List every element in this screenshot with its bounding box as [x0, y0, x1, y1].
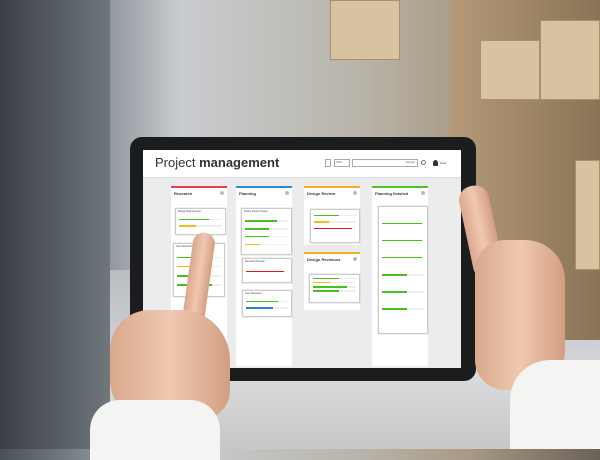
card-title: Design Requirement: [178, 210, 201, 213]
settings-icon[interactable]: [421, 191, 425, 195]
column-title: Planning finished: [372, 188, 428, 199]
progress-fill: [382, 308, 408, 310]
settings-icon[interactable]: [353, 191, 357, 195]
task-card[interactable]: User Research: [242, 290, 292, 317]
progress-fill: [382, 291, 408, 293]
task-card[interactable]: [310, 209, 360, 243]
cardboard-box: [330, 0, 400, 60]
column-color-bar: [304, 186, 360, 188]
user-label: User: [440, 161, 447, 165]
progress-bar: [382, 222, 424, 225]
progress-bar: [179, 218, 222, 221]
column-title: Design Review: [304, 188, 360, 199]
card-title: User Research: [245, 292, 262, 295]
progress-bar: [313, 277, 356, 280]
progress-bar: [246, 307, 288, 309]
progress-fill: [314, 227, 352, 230]
card-title: Research Review: [245, 260, 265, 263]
settings-icon[interactable]: [220, 191, 224, 195]
progress-fill: [313, 281, 331, 284]
column-title: Design Revisions: [304, 254, 360, 265]
progress-fill: [313, 285, 348, 288]
progress-fill: [314, 221, 329, 223]
view-toggle-button[interactable]: [325, 159, 331, 167]
progress-bar: [245, 227, 288, 230]
progress-fill: [245, 235, 269, 238]
progress-bar: [382, 256, 424, 259]
progress-fill: [313, 277, 339, 280]
progress-bar: [382, 239, 424, 242]
cardboard-box: [575, 160, 600, 270]
column-color-bar: [372, 186, 428, 188]
progress-fill: [245, 243, 261, 246]
filter-button[interactable]: Filter: [334, 159, 350, 167]
left-sleeve: [90, 400, 220, 460]
progress-bar: [382, 291, 424, 293]
column-color-bar: [304, 252, 360, 254]
column-color-bar: [236, 186, 292, 188]
card-title: Define Project Scope: [244, 210, 268, 213]
search-icon[interactable]: [421, 160, 426, 165]
progress-fill: [246, 270, 284, 273]
progress-fill: [179, 218, 210, 221]
progress-fill: [179, 225, 197, 227]
progress-bar: [313, 290, 356, 292]
task-card[interactable]: [378, 206, 428, 334]
column-title: Planning: [236, 188, 292, 199]
progress-fill: [245, 227, 269, 230]
task-card[interactable]: Research Review: [242, 258, 292, 283]
card-title: User Research: [176, 245, 193, 248]
progress-bar: [314, 227, 356, 230]
progress-fill: [382, 222, 422, 225]
progress-bar: [314, 214, 356, 217]
progress-bar: [313, 281, 356, 284]
settings-icon[interactable]: [285, 191, 289, 195]
task-card[interactable]: Design Requirement: [175, 208, 226, 235]
progress-fill: [246, 307, 274, 309]
column-color-bar: [171, 186, 227, 188]
progress-bar: [245, 235, 288, 238]
progress-fill: [382, 239, 422, 242]
progress-fill: [382, 256, 422, 259]
search-input[interactable]: Search: [352, 159, 418, 167]
progress-fill: [313, 290, 339, 292]
left-shelving: [0, 0, 110, 449]
progress-bar: [313, 285, 356, 288]
progress-fill: [246, 300, 278, 303]
task-card[interactable]: [309, 274, 360, 303]
progress-bar: [179, 225, 222, 227]
settings-icon[interactable]: [353, 257, 357, 261]
cardboard-box: [480, 40, 540, 100]
progress-fill: [382, 273, 408, 276]
progress-bar: [245, 220, 288, 222]
app-header: Project management Filter Search User: [143, 150, 461, 178]
progress-fill: [245, 220, 278, 222]
progress-bar: [382, 308, 424, 310]
progress-bar: [382, 273, 424, 276]
user-icon[interactable]: [433, 160, 438, 166]
column-title: Research: [171, 188, 227, 199]
progress-bar: [246, 270, 288, 273]
progress-bar: [314, 221, 356, 223]
progress-bar: [246, 300, 288, 303]
progress-bar: [245, 243, 288, 246]
cardboard-box: [540, 20, 600, 100]
right-sleeve: [510, 360, 600, 449]
page-title: Project management: [155, 155, 280, 170]
progress-fill: [314, 214, 340, 217]
task-card[interactable]: Define Project Scope: [241, 208, 292, 255]
